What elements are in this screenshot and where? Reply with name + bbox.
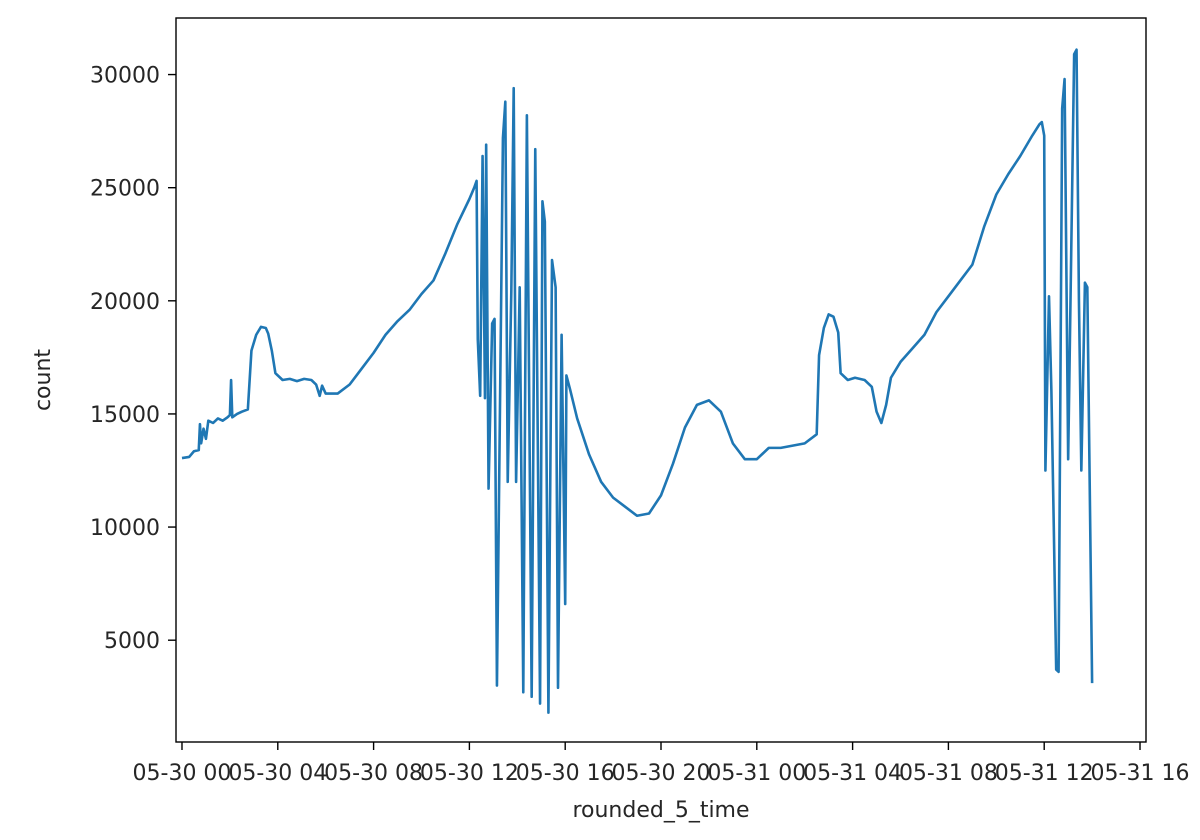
series-line [181,48,1094,714]
y-tick-label: 15000 [90,403,160,428]
x-tick-label: 05-30 16 [516,761,615,786]
x-tick-label: 05-31 04 [803,761,902,786]
x-tick-label: 05-30 08 [324,761,423,786]
x-tick-label: 05-30 00 [133,761,232,786]
x-tick-label: 05-31 08 [899,761,998,786]
plot-frame [175,17,1147,743]
x-tick-label: 05-30 12 [420,761,519,786]
y-axis-label: count [31,349,56,411]
x-tick-label: 05-31 12 [995,761,1094,786]
y-tick-label: 20000 [90,290,160,315]
y-tick-label: 5000 [104,629,160,654]
y-tick-label: 25000 [90,177,160,202]
x-tick-label: 05-30 04 [228,761,327,786]
x-tick-label: 05-31 00 [707,761,806,786]
series-layer [181,48,1094,714]
x-axis-label: rounded_5_time [572,798,749,823]
y-tick-label: 10000 [90,516,160,541]
y-axis-ticks: 5000 10000 15000 20000 25000 30000 [90,64,176,654]
x-tick-label: 05-30 20 [612,761,711,786]
y-tick-label: 30000 [90,64,160,89]
x-tick-label: 05-31 16 [1091,761,1190,786]
